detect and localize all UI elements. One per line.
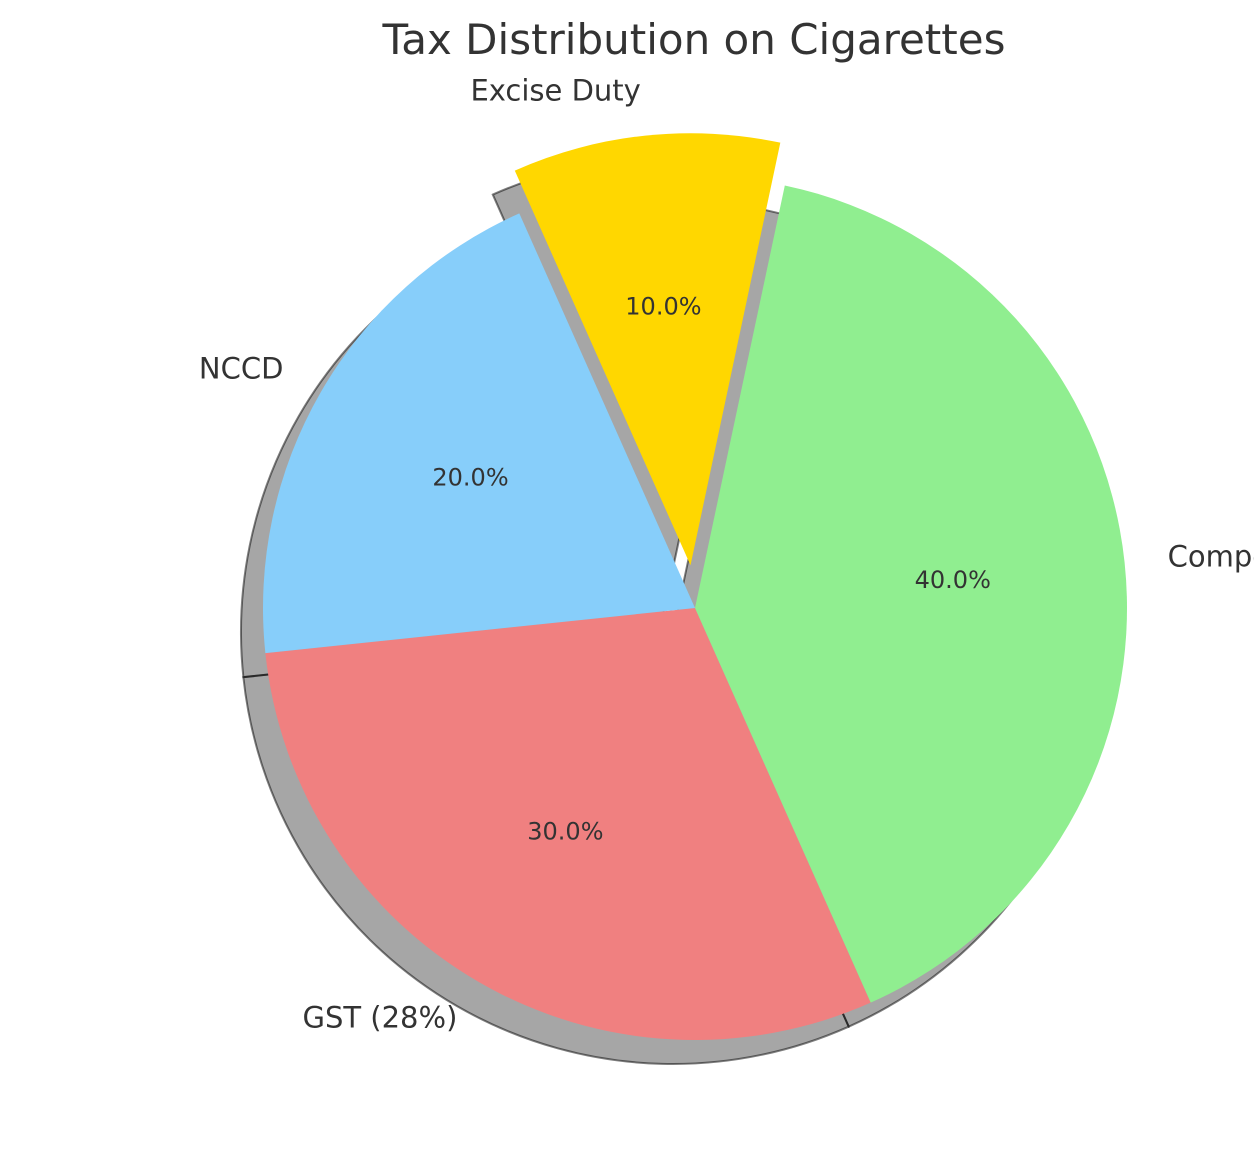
slice-nccd bbox=[263, 213, 695, 654]
slice-percent-gst-28: 30.0% bbox=[527, 817, 603, 845]
slice-label-compensation-cess: Compensation Cess bbox=[1168, 539, 1254, 573]
slice-layer bbox=[263, 133, 1127, 1040]
slice-label-excise-duty: Excise Duty bbox=[470, 74, 640, 108]
slice-compensation-cess bbox=[695, 185, 1127, 1003]
label-layer: GST (28%) 30.0% Compensation Cess 40.0% Exci… bbox=[199, 74, 1254, 1035]
slice-excise-duty bbox=[514, 133, 781, 566]
slice-label-nccd: NCCD bbox=[199, 351, 284, 385]
chart-title: Tax Distribution on Cigarettes bbox=[382, 15, 1006, 64]
slice-percent-nccd: 20.0% bbox=[432, 463, 508, 491]
slice-percent-compensation-cess: 40.0% bbox=[915, 566, 991, 594]
slice-percent-excise-duty: 10.0% bbox=[625, 292, 701, 320]
slice-label-gst-28: GST (28%) bbox=[302, 1001, 457, 1035]
slice-gst-28 bbox=[265, 608, 871, 1040]
